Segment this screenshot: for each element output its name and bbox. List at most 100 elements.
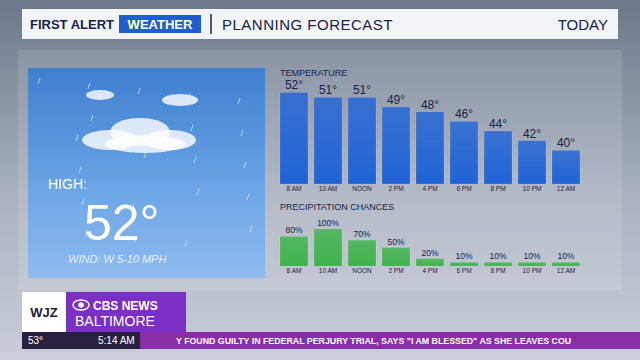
raindrop <box>244 162 246 168</box>
bar <box>382 248 410 267</box>
data-label: 100% <box>317 218 339 228</box>
page: FIRST ALERT WEATHER PLANNING FORECAST TODAY… <box>0 0 640 360</box>
data-label: 80% <box>285 225 302 235</box>
brand-box <box>119 15 201 33</box>
data-label: 70% <box>353 229 370 239</box>
network: CBS NEWS <box>93 299 158 313</box>
category-label: 8 AM <box>287 267 302 274</box>
bar <box>348 240 376 266</box>
data-label: 49° <box>387 93 405 107</box>
chart-title: TEMPERATURE <box>280 68 347 78</box>
raindrop <box>188 93 190 99</box>
current-temp: 53° <box>28 335 43 346</box>
header-period: TODAY <box>558 16 608 33</box>
data-label: 10% <box>557 251 574 261</box>
network-box <box>66 292 186 332</box>
category-label: 6 PM <box>456 185 471 192</box>
lower-strip <box>22 332 640 349</box>
data-label: 50% <box>387 237 404 247</box>
category-label: 4 PM <box>422 267 437 274</box>
chart: PRECIPITATION CHANCES80%8 AM100%10 AM70%… <box>280 202 580 274</box>
separator <box>210 14 212 34</box>
category-label: 4 PM <box>422 185 437 192</box>
station-box <box>22 292 66 332</box>
high-label: HIGH: <box>48 176 87 192</box>
data-label: 40° <box>557 136 575 150</box>
bar <box>552 150 580 184</box>
raindrop <box>138 88 140 94</box>
category-label: NOON <box>352 185 372 192</box>
category-label: 2 PM <box>388 267 403 274</box>
bar <box>484 131 512 184</box>
category-label: NOON <box>352 267 372 274</box>
bar <box>314 229 342 266</box>
raindrop <box>238 98 240 104</box>
data-label: 10% <box>523 251 540 261</box>
data-label: 20% <box>421 248 438 258</box>
raindrop <box>88 83 90 89</box>
bar <box>450 262 478 266</box>
cbs-eye <box>73 300 89 310</box>
bar <box>280 236 308 266</box>
bar <box>348 97 376 184</box>
background <box>0 0 640 360</box>
data-label: 51° <box>353 83 371 97</box>
raindrop <box>91 115 93 121</box>
category-label: 12 AM <box>557 267 575 274</box>
eye-outline <box>73 300 89 310</box>
raindrop <box>185 241 187 247</box>
cloud <box>105 135 185 153</box>
data-label: 42° <box>523 127 541 141</box>
city: BALTIMORE <box>75 313 155 329</box>
raindrop <box>194 157 196 163</box>
brand-box-text: WEATHER <box>128 17 193 32</box>
category-label: 2 PM <box>388 185 403 192</box>
data-label: 52° <box>285 78 303 92</box>
raindrop <box>144 152 146 158</box>
raindrop <box>76 135 78 141</box>
raindrop <box>191 125 193 131</box>
ticker: Y FOUND GUILTY IN FEDERAL PERJURY TRIAL,… <box>176 336 571 346</box>
bar <box>518 262 546 266</box>
category-label: 10 AM <box>319 185 337 192</box>
raindrop <box>197 189 199 195</box>
bars <box>280 92 580 184</box>
header-bar <box>22 9 618 39</box>
raindrop <box>250 226 252 232</box>
content-area <box>18 50 622 290</box>
category-label: 12 AM <box>557 185 575 192</box>
bar <box>518 141 546 184</box>
bar <box>382 107 410 184</box>
data-label: 51° <box>319 83 337 97</box>
clock: 5:14 AM <box>98 335 135 346</box>
bars <box>280 229 580 266</box>
bar <box>416 259 444 266</box>
category-label: 10 AM <box>319 267 337 274</box>
bar <box>416 112 444 184</box>
bar <box>280 92 308 184</box>
category-label: 6 PM <box>456 267 471 274</box>
bar <box>314 97 342 184</box>
data-label: 44° <box>489 117 507 131</box>
category-label: 10 PM <box>523 267 542 274</box>
chart: TEMPERATURE52°8 AM51°10 AM51°NOON49°2 PM… <box>280 68 580 192</box>
category-label: 10 PM <box>523 185 542 192</box>
cloud <box>86 90 114 100</box>
data-label: 10% <box>455 251 472 261</box>
category-label: 8 PM <box>490 185 505 192</box>
data-label: 48° <box>421 98 439 112</box>
cloud <box>162 94 198 106</box>
raindrop <box>247 194 249 200</box>
weather-panel <box>28 68 265 278</box>
station: WJZ <box>30 305 58 320</box>
data-label: 46° <box>455 107 473 121</box>
raindrop <box>79 167 81 173</box>
category-label: 8 PM <box>490 267 505 274</box>
high-value: 52° <box>84 195 160 251</box>
data-label: 10% <box>489 251 506 261</box>
bar <box>484 262 512 266</box>
raindrop <box>141 120 143 126</box>
brand: FIRST ALERT <box>30 17 114 32</box>
header-title: PLANNING FORECAST <box>222 16 393 33</box>
eye-pupil <box>78 302 84 308</box>
